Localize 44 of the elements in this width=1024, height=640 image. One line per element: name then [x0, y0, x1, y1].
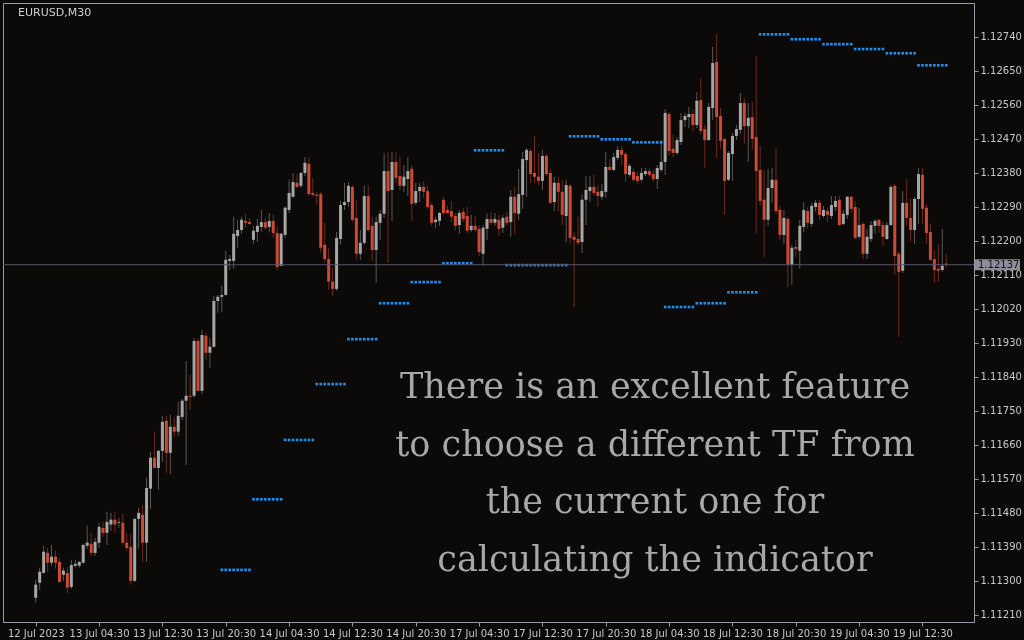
y-tick-label: 1.12290 [980, 201, 1022, 213]
x-tick-label: 17 Jul 20:30 [576, 627, 637, 639]
y-tick-label: 1.12110 [980, 269, 1022, 281]
y-tick-label: 1.12200 [980, 235, 1022, 247]
x-tick-label: 19 Jul 12:30 [893, 627, 953, 639]
y-tick-label: 1.12560 [980, 99, 1022, 111]
y-tick-label: 1.11840 [980, 371, 1022, 383]
x-tick-label: 18 Jul 04:30 [639, 627, 700, 639]
ref-line-label: 1.12137 [978, 258, 1020, 270]
y-tick-label: 1.12740 [980, 31, 1022, 43]
candlestick [493, 212, 497, 227]
chart-title: EURUSD,M30 [18, 6, 92, 19]
annotation: There is an excellent feature to choose a different TF from the current one for calculating the indicator [395, 366, 915, 579]
x-tick-label: 13 Jul 12:30 [132, 627, 193, 639]
x-tick-label: 18 Jul 12:30 [702, 627, 763, 639]
y-tick-label: 1.11930 [980, 337, 1022, 349]
x-tick-label: 18 Jul 20:30 [766, 627, 827, 639]
x-tick-label: 12 Jul 2023 [7, 627, 65, 639]
candlestick [117, 517, 121, 529]
candlestick [295, 173, 299, 189]
candlestick [489, 211, 493, 226]
y-tick-label: 1.11390 [980, 541, 1022, 553]
y-tick-label: 1.11480 [980, 507, 1022, 519]
candlestick [873, 218, 877, 235]
x-tick-label: 14 Jul 04:30 [259, 627, 320, 639]
y-tick-label: 1.12020 [980, 303, 1022, 315]
y-tick-label: 1.12380 [980, 167, 1022, 179]
y-tick-label: 1.11300 [980, 575, 1022, 587]
x-tick-label: 17 Jul 12:30 [512, 627, 573, 639]
candlestick [101, 521, 105, 538]
y-tick-label: 1.12650 [980, 65, 1022, 77]
y-tick-label: 1.12470 [980, 133, 1022, 145]
y-tick-label: 1.11570 [980, 473, 1022, 485]
y-tick-label: 1.11660 [980, 439, 1022, 451]
y-tick-label: 1.11750 [980, 405, 1022, 417]
x-tick-label: 14 Jul 12:30 [322, 627, 383, 639]
x-tick-label: 14 Jul 20:30 [386, 627, 447, 639]
candlestick [683, 112, 687, 128]
candlestick [877, 218, 881, 234]
x-tick-label: 17 Jul 04:30 [449, 627, 510, 639]
y-tick-label: 1.11210 [980, 609, 1022, 621]
x-tick-label: 13 Jul 20:30 [196, 627, 257, 639]
x-tick-label: 13 Jul 04:30 [69, 627, 130, 639]
x-tick-label: 19 Jul 04:30 [829, 627, 890, 639]
